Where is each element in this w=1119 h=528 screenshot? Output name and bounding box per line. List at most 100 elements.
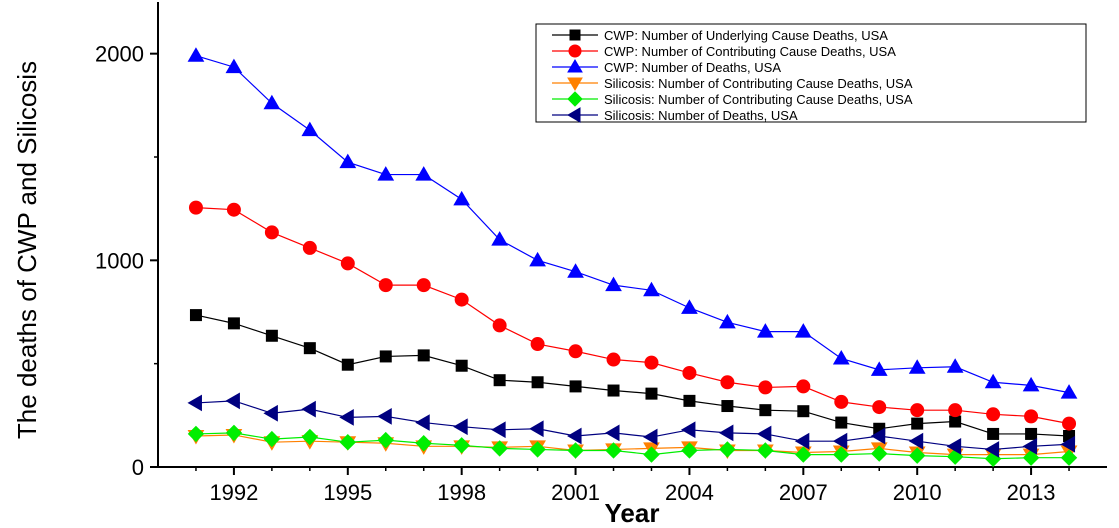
- data-point: [721, 400, 734, 413]
- data-point: [339, 153, 357, 169]
- legend-marker: [567, 107, 581, 123]
- data-point: [720, 375, 735, 390]
- series-line: [195, 55, 1070, 394]
- data-point: [908, 432, 924, 450]
- legend-label: CWP: Number of Deaths, USA: [604, 60, 781, 75]
- data-point: [948, 403, 963, 418]
- data-point: [984, 373, 1002, 389]
- data-point: [187, 394, 202, 412]
- data-point: [302, 240, 317, 255]
- data-point: [303, 342, 316, 355]
- data-point: [870, 427, 886, 445]
- data-point: [265, 329, 278, 342]
- data-point: [757, 442, 774, 459]
- data-point: [530, 337, 545, 352]
- data-point: [643, 446, 660, 463]
- data-point: [453, 190, 471, 206]
- data-point: [644, 355, 659, 370]
- x-tick-label: 2010: [893, 480, 942, 505]
- data-point: [225, 424, 243, 442]
- data-point: [946, 358, 964, 373]
- data-point: [642, 428, 658, 446]
- data-point: [187, 425, 205, 443]
- x-tick-label: 2001: [551, 480, 600, 505]
- data-point: [871, 445, 888, 462]
- x-tick-label: 2007: [779, 480, 828, 505]
- data-point: [227, 317, 240, 330]
- data-point: [263, 94, 281, 110]
- series-layer: [187, 47, 1078, 467]
- data-point: [758, 380, 773, 395]
- data-point: [491, 231, 509, 246]
- data-point: [756, 425, 772, 443]
- legend-label: Silicosis: Number of Contributing Cause …: [604, 92, 913, 107]
- data-point: [568, 344, 583, 359]
- x-tick-label: 1992: [209, 480, 258, 505]
- data-point: [415, 435, 432, 452]
- legend-marker: [569, 29, 581, 41]
- x-ticks: 1992 1995 1998 2001 2004 2007 2010 2013: [195, 467, 1070, 505]
- data-point: [1060, 449, 1078, 466]
- data-point: [341, 358, 354, 371]
- data-point: [908, 359, 926, 374]
- data-point: [567, 442, 584, 459]
- data-point: [264, 225, 279, 240]
- legend-items: CWP: Number of Underlying Cause Deaths, …: [552, 28, 913, 123]
- data-point: [680, 421, 696, 439]
- y-tick-label: 1000: [95, 248, 144, 273]
- data-point: [377, 431, 394, 449]
- data-point: [529, 441, 546, 458]
- data-point: [607, 384, 620, 397]
- data-point: [794, 323, 812, 338]
- data-point: [1060, 384, 1078, 399]
- series-0: [189, 309, 1076, 442]
- data-point: [225, 58, 243, 74]
- data-point: [1022, 437, 1038, 455]
- y-axis-title: The deaths of CWP and Silicosis: [12, 61, 42, 439]
- data-point: [682, 365, 697, 380]
- y-tick-label: 2000: [95, 42, 144, 67]
- legend-marker: [568, 44, 582, 58]
- data-point: [415, 414, 430, 431]
- data-point: [832, 432, 848, 450]
- series-1: [188, 200, 1077, 431]
- series-line: [195, 207, 1070, 425]
- data-point: [605, 424, 620, 442]
- data-point: [339, 433, 357, 451]
- x-tick-label: 1995: [323, 480, 372, 505]
- data-point: [910, 403, 925, 418]
- data-point: [454, 292, 469, 307]
- x-tick-label: 2013: [1007, 480, 1056, 505]
- legend-label: Silicosis: Number of Deaths, USA: [604, 108, 798, 123]
- data-point: [453, 437, 470, 454]
- data-point: [605, 276, 622, 292]
- data-point: [908, 447, 926, 464]
- legend-box: [535, 23, 1087, 123]
- data-point: [833, 446, 850, 463]
- data-point: [946, 437, 962, 455]
- data-point: [263, 430, 281, 448]
- data-point: [683, 394, 696, 407]
- data-point: [832, 349, 850, 365]
- data-point: [492, 318, 507, 333]
- data-point: [834, 394, 849, 409]
- data-point: [416, 278, 431, 293]
- y-ticks: 0 1000 2000: [95, 42, 158, 480]
- data-point: [417, 349, 430, 362]
- series-2: [187, 47, 1078, 399]
- legend-label: CWP: Number of Underlying Cause Deaths, …: [604, 28, 888, 43]
- legend-marker: [567, 77, 583, 91]
- data-point: [567, 427, 582, 445]
- data-point: [301, 428, 319, 446]
- legend-label: Silicosis: Number of Contributing Cause …: [604, 76, 913, 91]
- y-tick-label: 0: [132, 455, 144, 480]
- data-point: [797, 405, 810, 418]
- data-point: [1062, 416, 1077, 431]
- data-point: [606, 352, 621, 367]
- data-point: [377, 408, 392, 425]
- data-point: [379, 350, 392, 363]
- x-tick-label: 2004: [665, 480, 714, 505]
- series-line: [195, 432, 1070, 460]
- series-4: [187, 424, 1078, 467]
- legend-marker: [567, 59, 583, 73]
